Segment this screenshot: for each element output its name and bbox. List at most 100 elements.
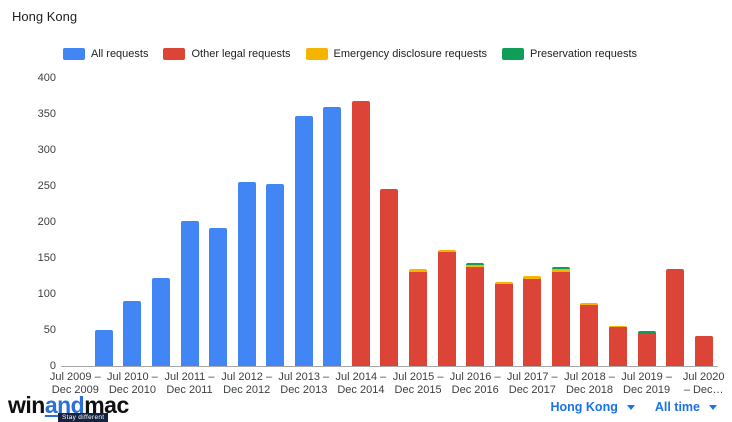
bar-segment-other <box>351 101 370 366</box>
chart-bar[interactable] <box>232 78 261 366</box>
legend-item-emergency[interactable]: Emergency disclosure requests <box>305 48 487 60</box>
bar-segment-emergency <box>437 250 456 252</box>
bar-segment-emergency <box>694 335 713 337</box>
chart-bar[interactable] <box>290 78 319 366</box>
legend-swatch-other <box>163 48 186 60</box>
chart-bar[interactable] <box>632 78 661 366</box>
bar-stack <box>551 266 570 366</box>
x-tick-label: Jul 2015 – Dec 2015 <box>392 371 444 396</box>
chart-legend: All requests Other legal requests Emergenc… <box>63 48 637 60</box>
bar-stack <box>466 263 485 366</box>
chevron-down-icon <box>626 404 635 410</box>
bar-segment-other <box>637 333 656 366</box>
chart-bar[interactable] <box>547 78 576 366</box>
requests-bar-chart <box>61 78 718 366</box>
bar-segment-preservation <box>466 263 485 266</box>
bar-stack <box>151 278 170 366</box>
time-range-dropdown[interactable]: All time <box>655 400 717 414</box>
x-tick-label: Jul 2009 – Dec 2009 <box>49 371 101 396</box>
bar-segment-emergency <box>551 268 570 272</box>
chart-bar[interactable] <box>689 78 718 366</box>
bar-segment-other <box>551 271 570 366</box>
chart-bar[interactable] <box>204 78 233 366</box>
chart-bar[interactable] <box>175 78 204 366</box>
chart-bar[interactable] <box>118 78 147 366</box>
y-tick-label: 300 <box>37 143 56 156</box>
chart-bar[interactable] <box>661 78 690 366</box>
bar-stack <box>608 326 627 366</box>
y-tick-label: 350 <box>37 107 56 120</box>
bar-stack <box>209 228 228 366</box>
chart-bar[interactable] <box>61 78 90 366</box>
bar-stack <box>380 188 399 366</box>
legend-swatch-emergency <box>305 48 328 60</box>
bar-segment-other <box>580 304 599 366</box>
legend-swatch-all <box>63 48 85 60</box>
x-tick-label: Jul 2013 – Dec 2013 <box>278 371 330 396</box>
logo-part-win: win <box>8 392 45 418</box>
chart-bar[interactable] <box>575 78 604 366</box>
bar-segment-all <box>123 301 142 366</box>
bar-segment-emergency <box>494 281 513 284</box>
chart-bar[interactable] <box>347 78 376 366</box>
legend-item-other[interactable]: Other legal requests <box>163 48 291 60</box>
legend-label: All requests <box>91 48 149 60</box>
bar-segment-emergency <box>580 302 599 305</box>
bar-segment-emergency <box>523 276 542 279</box>
bar-stack <box>294 116 313 366</box>
bar-segment-preservation <box>637 331 656 334</box>
bar-segment-all <box>94 330 113 366</box>
time-range-dropdown-label: All time <box>654 400 700 414</box>
chart-bar[interactable] <box>90 78 119 366</box>
logo-tagline: Stay different <box>58 413 109 422</box>
bar-stack <box>666 268 685 366</box>
filter-bar: Hong Kong All time <box>551 400 717 414</box>
chart-bar[interactable] <box>147 78 176 366</box>
chart-bar[interactable] <box>432 78 461 366</box>
bar-segment-other <box>466 266 485 366</box>
bar-segment-all <box>323 106 342 366</box>
bar-stack <box>494 281 513 366</box>
chart-bar[interactable] <box>404 78 433 366</box>
x-axis-line <box>61 366 718 367</box>
bar-segment-other <box>409 272 428 366</box>
bar-segment-emergency <box>466 265 485 267</box>
bar-segment-other <box>666 268 685 366</box>
x-tick-label: Jul 2010 – Dec 2010 <box>107 371 158 396</box>
bar-segment-all <box>237 181 256 366</box>
bar-segment-preservation <box>551 266 570 269</box>
x-tick-label: Jul 2014 – Dec 2014 <box>335 371 387 396</box>
legend-item-preservation[interactable]: Preservation requests <box>502 48 637 60</box>
bar-stack <box>323 106 342 366</box>
legend-item-all[interactable]: All requests <box>63 48 148 60</box>
legend-label: Preservation requests <box>530 48 638 60</box>
bar-stack <box>409 268 428 366</box>
bar-segment-all <box>266 183 285 366</box>
page-title: Hong Kong <box>12 9 78 24</box>
bar-stack <box>523 276 542 366</box>
bar-segment-other <box>694 336 713 366</box>
bar-stack <box>123 301 142 366</box>
region-dropdown-label: Hong Kong <box>550 400 618 414</box>
y-tick-label: 400 <box>37 71 56 84</box>
chart-bar[interactable] <box>261 78 290 366</box>
chart-bar[interactable] <box>489 78 518 366</box>
chart-bar[interactable] <box>318 78 347 366</box>
chart-bar[interactable] <box>604 78 633 366</box>
bar-stack <box>437 250 456 366</box>
chart-bar[interactable] <box>461 78 490 366</box>
bar-segment-other <box>380 188 399 366</box>
x-tick-label: Jul 2016 – Dec 2016 <box>449 371 501 396</box>
chart-bar[interactable] <box>375 78 404 366</box>
chart-bar[interactable] <box>518 78 547 366</box>
y-tick-label: 50 <box>43 323 56 336</box>
legend-swatch-preservation <box>502 48 525 60</box>
region-dropdown[interactable]: Hong Kong <box>551 400 635 414</box>
x-tick-label: Jul 2020 – Dec… <box>682 371 725 396</box>
bar-segment-other <box>437 251 456 366</box>
bar-stack <box>694 335 713 366</box>
chevron-down-icon <box>709 404 717 410</box>
bar-segment-all <box>209 228 228 366</box>
bar-segment-other <box>608 327 627 366</box>
bar-stack <box>237 181 256 366</box>
